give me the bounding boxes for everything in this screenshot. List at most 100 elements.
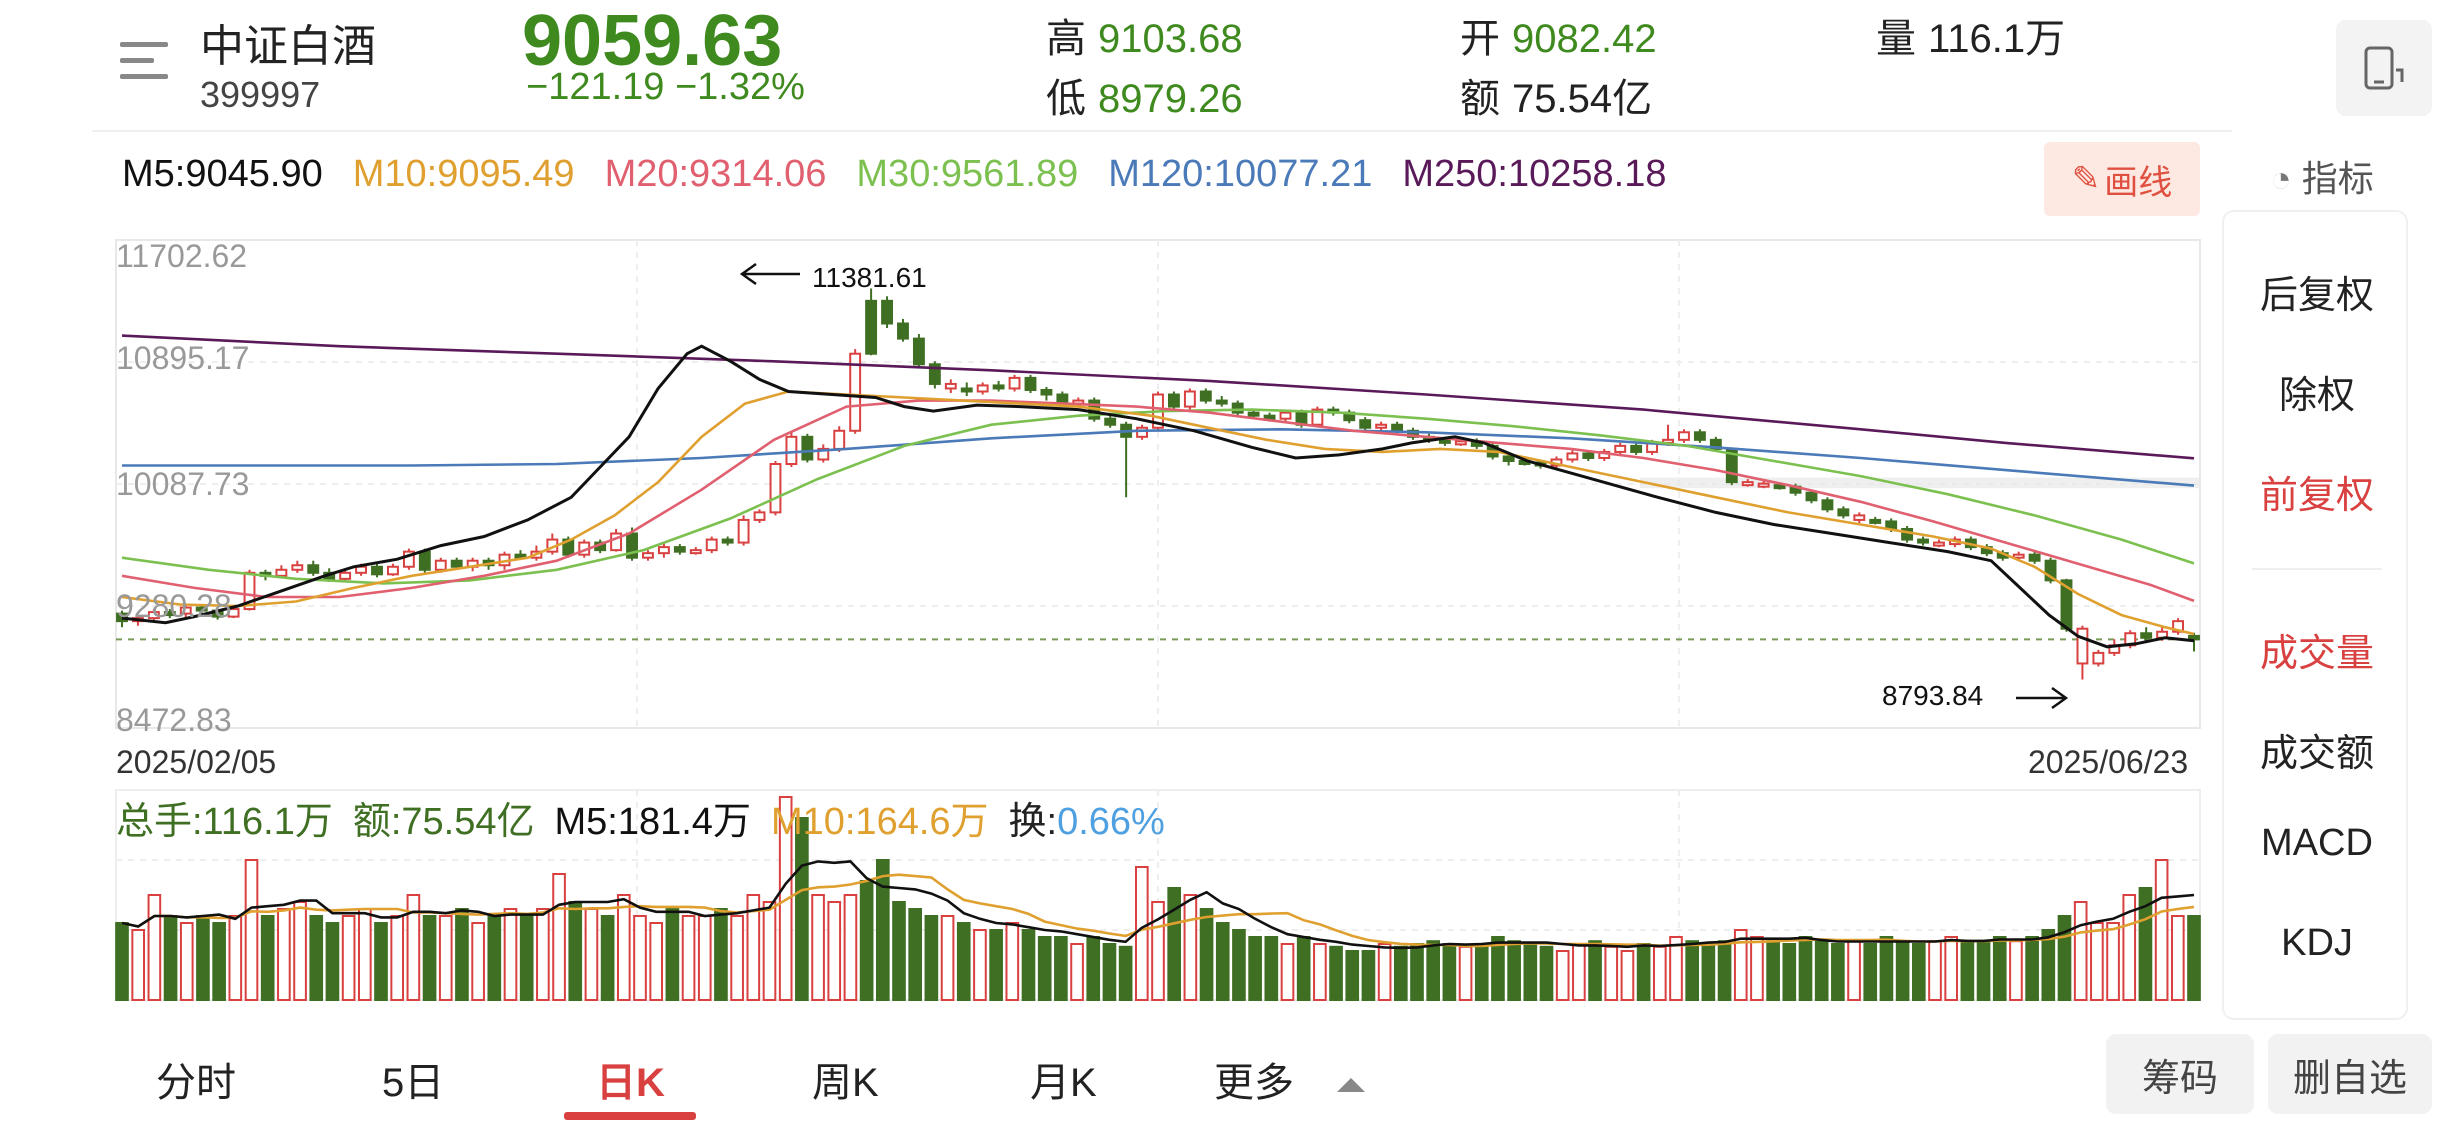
candle-body — [291, 564, 304, 571]
candle — [1693, 429, 1706, 443]
candle-body — [1438, 438, 1451, 444]
volume-bar — [438, 915, 453, 1001]
volume-bar — [309, 915, 324, 1001]
candle — [179, 604, 192, 619]
open-value: 9082.42 — [1512, 17, 1657, 61]
indicator-button[interactable]: ◔ 指标 — [2270, 150, 2374, 202]
indicator-label: 指标 — [2301, 158, 2374, 199]
volume-bar — [616, 894, 631, 1001]
candle — [1136, 424, 1149, 440]
candle — [976, 382, 989, 395]
volume-bar — [1199, 908, 1214, 1001]
ma10-label: M10:9095.49 — [352, 153, 575, 195]
candle — [689, 547, 702, 555]
ma250-line — [121, 334, 2195, 460]
candle-body — [1917, 538, 1929, 544]
volume-bar — [2073, 901, 2088, 1001]
candle — [992, 380, 1005, 392]
candle — [2092, 649, 2105, 667]
candle — [897, 318, 909, 342]
candle-body — [1183, 390, 1196, 408]
candle — [960, 382, 973, 397]
landscape-toggle-button[interactable] — [2336, 20, 2432, 116]
volume-bar — [1296, 936, 1311, 1001]
candle — [657, 542, 670, 558]
adjust-none-button[interactable]: 除权 — [2278, 375, 2355, 417]
low-value: 8979.26 — [1098, 77, 1243, 121]
volume-bar — [1928, 940, 1942, 1002]
candle — [1757, 480, 1770, 489]
candle-body — [817, 447, 830, 461]
candle-body — [689, 549, 702, 555]
tab-more[interactable]: 更多 — [1214, 1050, 1366, 1108]
current-price: 9059.63 — [522, 1, 783, 81]
adjust-before-button[interactable]: 前复权 — [2259, 475, 2374, 517]
tab-weekly-k[interactable]: 周K — [812, 1061, 879, 1105]
volume-bar — [1847, 940, 1861, 1002]
volume-bar — [1151, 901, 1165, 1001]
turnover-label: 换: — [1008, 801, 1058, 843]
volume-bar — [859, 880, 874, 1001]
candle-body — [1215, 399, 1228, 405]
volume-bar — [2009, 940, 2023, 1002]
volume-bar — [665, 908, 680, 1001]
adjust-after-button[interactable]: 后复权 — [2259, 275, 2374, 317]
high-label: 高 — [1046, 17, 1086, 61]
volume-bar — [2057, 915, 2072, 1001]
volume-bar — [1491, 936, 1505, 1001]
right-panel: 后复权 除权 前复权 成交量 成交额 MACD KDJ — [2222, 210, 2408, 1020]
candle — [1311, 406, 1324, 427]
candle-body — [960, 387, 973, 393]
tab-daily-k[interactable]: 日K — [596, 1061, 665, 1105]
volume-bar — [1782, 943, 1797, 1001]
candle-body — [418, 550, 431, 571]
volume-bar — [1766, 940, 1780, 1002]
ma10-line — [121, 390, 2195, 636]
candle — [1869, 516, 1882, 525]
candle-body — [1024, 376, 1037, 391]
y-label-1: 10895.17 — [116, 340, 250, 376]
candle-body — [1040, 388, 1053, 396]
volume-bar — [875, 859, 890, 1001]
kdj-indicator-button[interactable]: KDJ — [2281, 922, 2353, 964]
tab-intraday[interactable]: 分时 — [156, 1061, 236, 1105]
volume-legend: 总手:116.1万 额:75.54亿 M5:181.4万 M10:164.6万 … — [116, 790, 1165, 845]
tab-monthly-k[interactable]: 月K — [1030, 1061, 1097, 1105]
y-label-0: 11702.62 — [116, 238, 248, 274]
volume-indicator-button[interactable]: 成交量 — [2259, 633, 2374, 675]
tab-more-label: 更多 — [1214, 1061, 1294, 1105]
candle-body — [1454, 440, 1467, 446]
candle — [2140, 627, 2153, 641]
candle — [1566, 450, 1579, 463]
volume-bar — [1572, 943, 1586, 1001]
candle — [642, 550, 654, 561]
draw-line-button[interactable]: ✎ 画线 — [2044, 142, 2200, 216]
volume-bar — [2170, 915, 2185, 1001]
menu-icon[interactable] — [120, 38, 180, 88]
candle — [2188, 632, 2200, 652]
candle — [275, 565, 288, 578]
vol-m5: M5:181.4万 — [554, 801, 751, 843]
volume-bar — [1183, 894, 1198, 1001]
candle-body — [1167, 393, 1180, 408]
candle — [769, 460, 782, 516]
volume-value: 116.1万 — [1928, 17, 2066, 61]
candle — [1805, 489, 1818, 504]
candle-body — [1263, 414, 1276, 420]
open-stat: 开 9082.42 — [1460, 6, 1657, 64]
candle — [912, 334, 925, 368]
volume-stat: 量 116.1万 — [1876, 6, 2065, 64]
volume-bar — [811, 894, 825, 1001]
volume-bar — [1863, 943, 1878, 1001]
tab-5day[interactable]: 5日 — [382, 1061, 445, 1105]
candle-body — [1231, 402, 1244, 414]
volume-bar — [843, 894, 858, 1001]
candle — [227, 607, 240, 619]
amount-indicator-button[interactable]: 成交额 — [2259, 733, 2374, 775]
candle-body — [1008, 376, 1021, 390]
macd-indicator-button[interactable]: MACD — [2261, 822, 2373, 864]
start-date: 2025/02/05 — [116, 744, 277, 780]
chips-button[interactable]: 筹码 — [2106, 1034, 2254, 1114]
remove-watchlist-button[interactable]: 删自选 — [2268, 1034, 2432, 1114]
